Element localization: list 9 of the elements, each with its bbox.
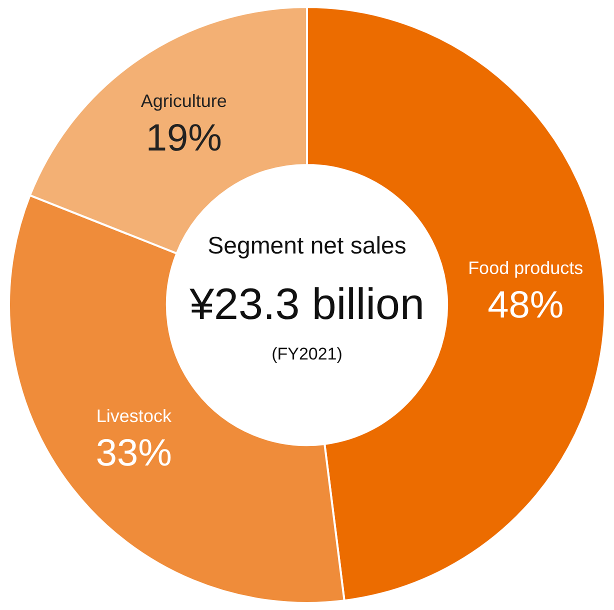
- text: (FY2021): [272, 344, 342, 364]
- text: Segment net sales: [208, 232, 406, 260]
- data-label: 33%: [96, 432, 172, 475]
- slice-label: Agriculture: [140, 90, 227, 111]
- slice-label: Livestock: [96, 406, 172, 426]
- text: ¥23.3 billion: [188, 280, 424, 330]
- data-label: 19%: [146, 117, 222, 160]
- data-label: 48%: [488, 284, 564, 327]
- slice-label: Food products: [468, 258, 584, 278]
